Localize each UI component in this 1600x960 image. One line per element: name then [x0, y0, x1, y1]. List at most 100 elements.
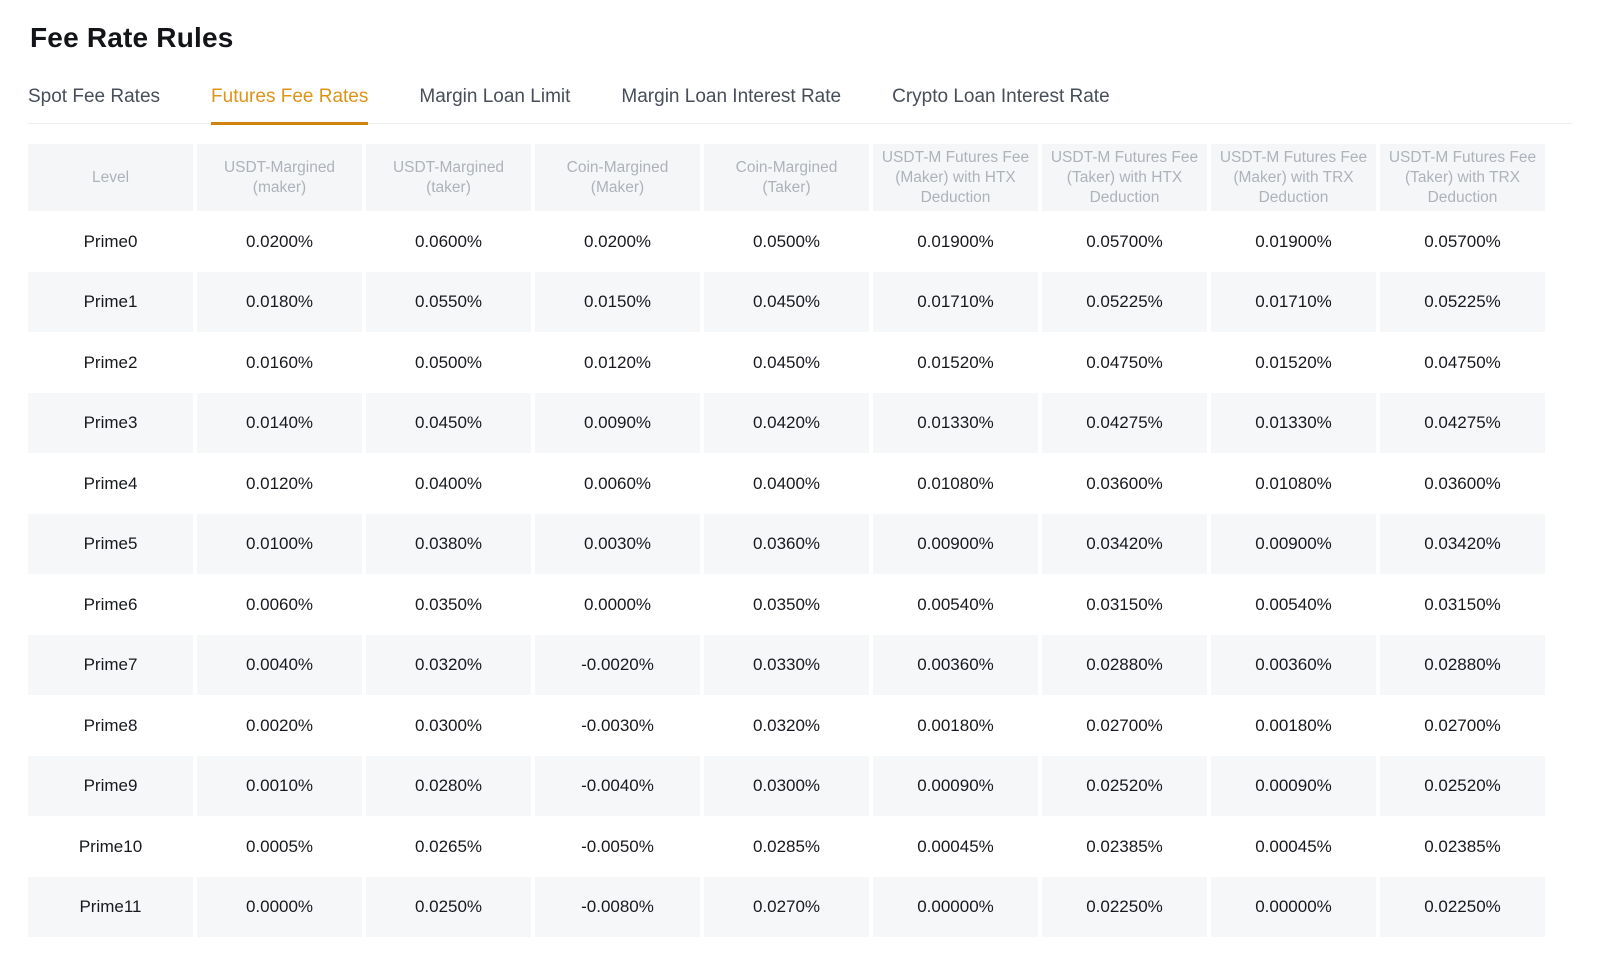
fee-value-cell: 0.04275%	[1380, 392, 1545, 454]
fee-value-cell: 0.0090%	[535, 392, 700, 454]
fee-value-cell: 0.02520%	[1380, 755, 1545, 817]
fee-value-cell: 0.03420%	[1380, 513, 1545, 575]
table-row: Prime8 0.0020% 0.0300% -0.0030% 0.0320% 0.001…	[28, 695, 1545, 756]
fee-value-cell: 0.0320%	[704, 695, 869, 756]
fee-value-cell: 0.00360%	[1211, 634, 1376, 696]
fee-value-cell: 0.03600%	[1042, 453, 1207, 514]
fee-value-cell: -0.0050%	[535, 816, 700, 877]
fee-value-cell: 0.04750%	[1042, 332, 1207, 393]
fee-value-cell: 0.0280%	[366, 755, 531, 817]
fee-value-cell: 0.02880%	[1042, 634, 1207, 696]
fee-value-cell: 0.0060%	[197, 574, 362, 635]
tab-bar: Spot Fee Rates Futures Fee Rates Margin …	[28, 80, 1572, 125]
fee-value-cell: 0.0420%	[704, 392, 869, 454]
tab-crypto-loan-interest-rate[interactable]: Crypto Loan Interest Rate	[892, 86, 1110, 107]
table-row: Prime1 0.0180% 0.0550% 0.0150% 0.0450% 0.0171…	[28, 271, 1545, 333]
column-header: USDT-M Futures Fee (Maker) with TRX Dedu…	[1211, 144, 1376, 212]
fee-value-cell: 0.01900%	[1211, 211, 1376, 272]
fee-value-cell: 0.01900%	[873, 211, 1038, 272]
table-row: Prime0 0.0200% 0.0600% 0.0200% 0.0500% 0.0190…	[28, 211, 1545, 272]
table-row: Prime9 0.0010% 0.0280% -0.0040% 0.0300% 0.000…	[28, 755, 1545, 817]
fee-value-cell: 0.00045%	[1211, 816, 1376, 877]
fee-value-cell: 0.0500%	[704, 211, 869, 272]
fee-value-cell: 0.02385%	[1380, 816, 1545, 877]
fee-value-cell: 0.02385%	[1042, 816, 1207, 877]
table-header: Level USDT-Margined (maker) USDT-Margined …	[28, 144, 1545, 212]
table-body: Prime0 0.0200% 0.0600% 0.0200% 0.0500% 0.0190…	[28, 211, 1545, 938]
fee-value-cell: 0.0285%	[704, 816, 869, 877]
fee-value-cell: 0.0000%	[197, 876, 362, 938]
fee-value-cell: 0.05700%	[1380, 211, 1545, 272]
fee-value-cell: 0.0200%	[197, 211, 362, 272]
fee-value-cell: -0.0030%	[535, 695, 700, 756]
column-header-level: Level	[28, 144, 193, 212]
fee-value-cell: 0.0270%	[704, 876, 869, 938]
fee-value-cell: 0.02880%	[1380, 634, 1545, 696]
fee-value-cell: 0.0450%	[704, 332, 869, 393]
fee-value-cell: 0.01080%	[873, 453, 1038, 514]
fee-value-cell: 0.00900%	[873, 513, 1038, 575]
level-cell: Prime8	[28, 695, 193, 756]
column-header: Coin-Margined (Taker)	[704, 144, 869, 212]
fee-value-cell: 0.0350%	[704, 574, 869, 635]
fee-value-cell: 0.01520%	[1211, 332, 1376, 393]
fee-value-cell: 0.01520%	[873, 332, 1038, 393]
fee-value-cell: 0.02250%	[1042, 876, 1207, 938]
tab-margin-loan-interest-rate[interactable]: Margin Loan Interest Rate	[621, 86, 842, 107]
fee-value-cell: 0.05225%	[1042, 271, 1207, 333]
table-header-row: Level USDT-Margined (maker) USDT-Margined …	[28, 144, 1545, 212]
fee-value-cell: 0.04750%	[1380, 332, 1545, 393]
fee-value-cell: 0.0450%	[704, 271, 869, 333]
fee-value-cell: 0.0600%	[366, 211, 531, 272]
level-cell: Prime6	[28, 574, 193, 635]
fee-value-cell: 0.0400%	[704, 453, 869, 514]
fee-value-cell: 0.0330%	[704, 634, 869, 696]
fee-value-cell: 0.0060%	[535, 453, 700, 514]
column-header: USDT-M Futures Fee (Taker) with HTX Dedu…	[1042, 144, 1207, 212]
level-cell: Prime2	[28, 332, 193, 393]
column-header: Coin-Margined (Maker)	[535, 144, 700, 212]
fee-value-cell: 0.00000%	[873, 876, 1038, 938]
fee-value-cell: 0.0550%	[366, 271, 531, 333]
fee-value-cell: 0.01330%	[873, 392, 1038, 454]
fee-value-cell: 0.02700%	[1042, 695, 1207, 756]
table-row: Prime4 0.0120% 0.0400% 0.0060% 0.0400% 0.0108…	[28, 453, 1545, 514]
page-title: Fee Rate Rules	[30, 22, 234, 53]
fee-value-cell: 0.02520%	[1042, 755, 1207, 817]
table-row: Prime5 0.0100% 0.0380% 0.0030% 0.0360% 0.0090…	[28, 513, 1545, 575]
fee-value-cell: 0.0360%	[704, 513, 869, 575]
fee-value-cell: 0.0020%	[197, 695, 362, 756]
fee-rate-table: Level USDT-Margined (maker) USDT-Margined …	[24, 144, 1549, 938]
fee-value-cell: 0.0320%	[366, 634, 531, 696]
fee-value-cell: 0.0100%	[197, 513, 362, 575]
level-cell: Prime7	[28, 634, 193, 696]
fee-value-cell: -0.0040%	[535, 755, 700, 817]
fee-rate-table-container: Level USDT-Margined (maker) USDT-Margined …	[28, 144, 1572, 938]
fee-value-cell: 0.0250%	[366, 876, 531, 938]
fee-value-cell: 0.04275%	[1042, 392, 1207, 454]
tab-margin-loan-limit[interactable]: Margin Loan Limit	[419, 86, 571, 107]
fee-value-cell: 0.0000%	[535, 574, 700, 635]
tab-futures-fee-rates[interactable]: Futures Fee Rates	[211, 80, 369, 125]
fee-value-cell: 0.00540%	[1211, 574, 1376, 635]
tab-spot-fee-rates[interactable]: Spot Fee Rates	[28, 86, 161, 107]
fee-value-cell: 0.0300%	[704, 755, 869, 817]
fee-value-cell: 0.00180%	[873, 695, 1038, 756]
table-row: Prime2 0.0160% 0.0500% 0.0120% 0.0450% 0.0152…	[28, 332, 1545, 393]
fee-value-cell: 0.0265%	[366, 816, 531, 877]
fee-value-cell: 0.00090%	[1211, 755, 1376, 817]
fee-value-cell: 0.00000%	[1211, 876, 1376, 938]
fee-value-cell: 0.0500%	[366, 332, 531, 393]
table-row: Prime11 0.0000% 0.0250% -0.0080% 0.0270% 0.00…	[28, 876, 1545, 938]
fee-value-cell: 0.0040%	[197, 634, 362, 696]
fee-value-cell: 0.0010%	[197, 755, 362, 817]
fee-value-cell: 0.05225%	[1380, 271, 1545, 333]
table-row: Prime7 0.0040% 0.0320% -0.0020% 0.0330% 0.003…	[28, 634, 1545, 696]
fee-value-cell: -0.0020%	[535, 634, 700, 696]
fee-value-cell: 0.00090%	[873, 755, 1038, 817]
column-header: USDT-Margined (taker)	[366, 144, 531, 212]
fee-value-cell: 0.0150%	[535, 271, 700, 333]
fee-value-cell: 0.00900%	[1211, 513, 1376, 575]
fee-rate-rules-page: Fee Rate Rules Spot Fee Rates Futures Fe…	[28, 22, 1572, 938]
fee-value-cell: 0.02700%	[1380, 695, 1545, 756]
